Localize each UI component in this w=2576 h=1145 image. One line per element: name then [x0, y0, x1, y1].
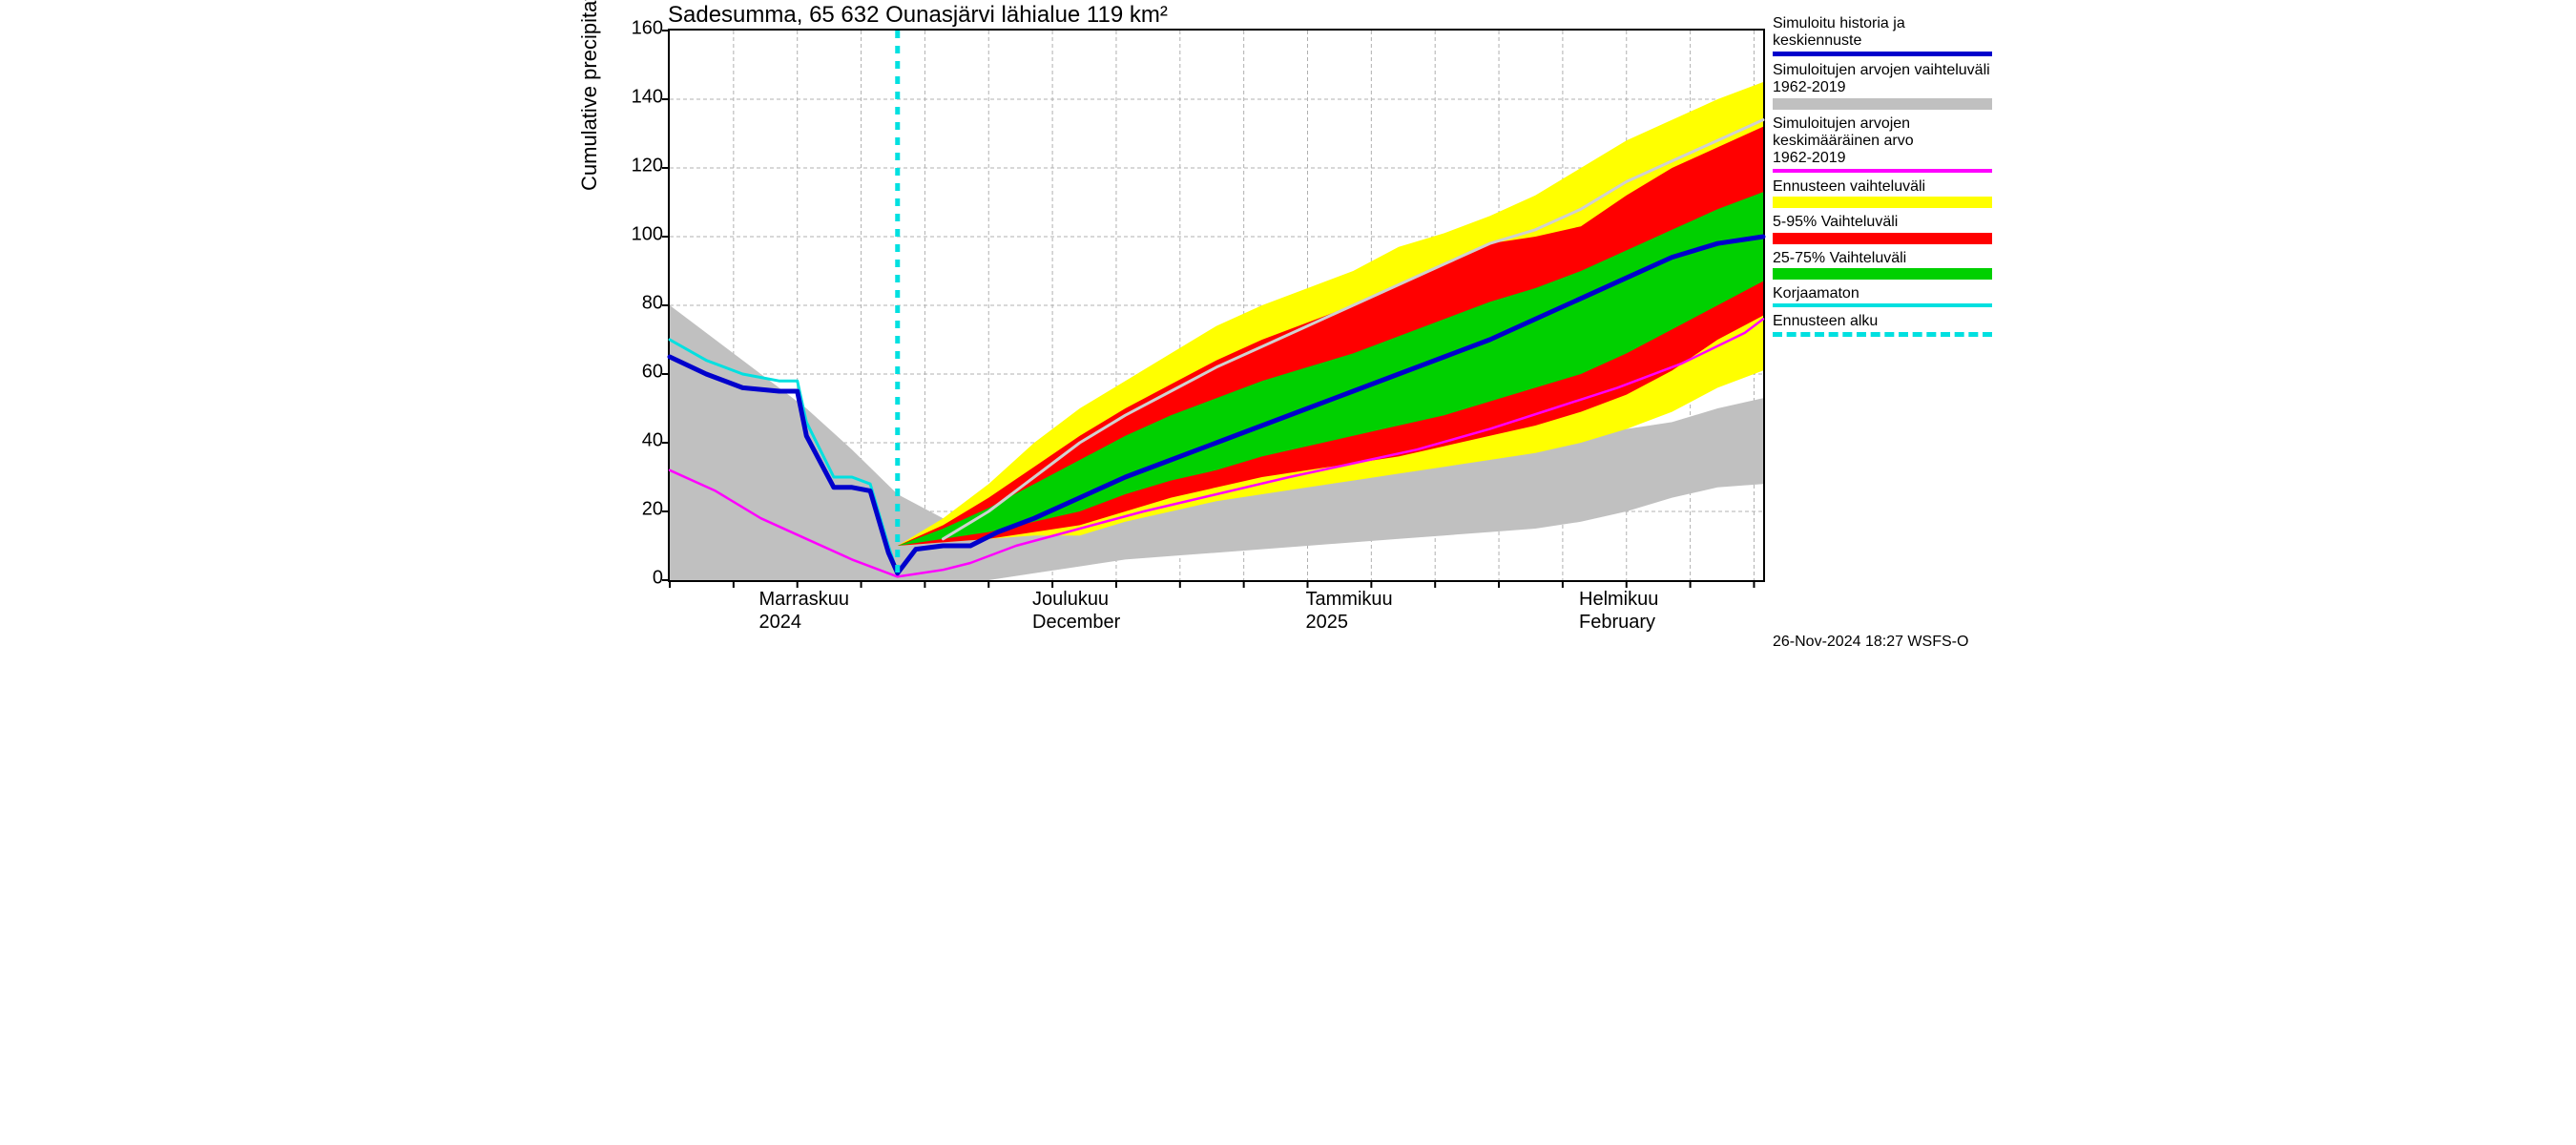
y-tick-label: 120	[632, 156, 663, 177]
timestamp: 26-Nov-2024 18:27 WSFS-O	[1773, 634, 1968, 651]
legend-item: Simuloitu historia ja keskiennuste	[1773, 15, 1992, 56]
x-tick-label: Marraskuu2024	[759, 588, 849, 634]
legend-label: Simuloitujen arvojen keskimääräinen arvo…	[1773, 115, 1992, 168]
legend-swatch	[1773, 303, 1992, 307]
y-tick-label: 0	[653, 568, 663, 590]
legend-label: Ennusteen alku	[1773, 313, 1992, 330]
y-tick-label: 80	[642, 293, 663, 315]
y-tick-label: 100	[632, 224, 663, 246]
legend-swatch	[1773, 169, 1992, 173]
legend-swatch	[1773, 52, 1992, 56]
chart-container: Sadesumma, 65 632 Ounasjärvi lähialue 11…	[572, 0, 2004, 668]
legend-item: Simuloitujen arvojen keskimääräinen arvo…	[1773, 115, 1992, 173]
chart-title: Sadesumma, 65 632 Ounasjärvi lähialue 11…	[668, 2, 1168, 29]
y-tick-label: 60	[642, 362, 663, 384]
legend-swatch	[1773, 197, 1992, 208]
y-tick-label: 20	[642, 499, 663, 521]
legend: Simuloitu historia ja keskiennuste Simulo…	[1773, 15, 1992, 343]
legend-label: Simuloitu historia ja keskiennuste	[1773, 15, 1992, 51]
legend-label: 5-95% Vaihteluväli	[1773, 214, 1992, 231]
legend-item: Ennusteen vaihteluväli	[1773, 178, 1992, 208]
y-tick-label: 140	[632, 87, 663, 109]
legend-item: 5-95% Vaihteluväli	[1773, 214, 1992, 243]
y-axis-label: Cumulative precipitation mm	[577, 0, 602, 191]
plot-area	[668, 29, 1765, 582]
legend-item: 25-75% Vaihteluväli	[1773, 250, 1992, 280]
x-tick-label: JoulukuuDecember	[1032, 588, 1120, 634]
x-tick-label: Tammikuu2025	[1306, 588, 1393, 634]
legend-label: Simuloitujen arvojen vaihteluväli 1962-2…	[1773, 62, 1992, 97]
legend-item: Korjaamaton	[1773, 285, 1992, 307]
legend-label: 25-75% Vaihteluväli	[1773, 250, 1992, 267]
legend-swatch	[1773, 268, 1992, 280]
y-tick-label: 160	[632, 18, 663, 40]
legend-swatch	[1773, 98, 1992, 110]
legend-item: Ennusteen alku	[1773, 313, 1992, 336]
legend-swatch	[1773, 233, 1992, 244]
legend-label: Ennusteen vaihteluväli	[1773, 178, 1992, 196]
data-layer	[670, 31, 1763, 580]
y-tick-label: 40	[642, 430, 663, 452]
legend-label: Korjaamaton	[1773, 285, 1992, 302]
legend-swatch	[1773, 332, 1992, 337]
x-tick-label: HelmikuuFebruary	[1579, 588, 1658, 634]
legend-item: Simuloitujen arvojen vaihteluväli 1962-2…	[1773, 62, 1992, 110]
